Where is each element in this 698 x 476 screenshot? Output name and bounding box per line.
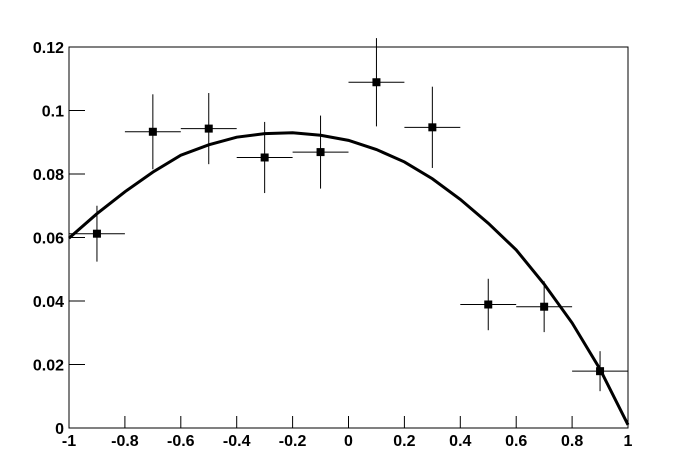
x-tick-label: 0.6: [505, 433, 527, 450]
x-tick-label: -1: [62, 433, 76, 450]
y-tick-label: 0.1: [42, 104, 64, 121]
x-tick-label: 0.2: [393, 433, 415, 450]
x-tick-label: 0.8: [561, 433, 583, 450]
x-tick-label: -0.2: [279, 433, 307, 450]
x-tick-label: -0.8: [111, 433, 139, 450]
point: [484, 300, 493, 309]
point: [204, 124, 213, 133]
y-tick-label: 0.02: [33, 358, 64, 375]
fit-curve: [68, 131, 630, 426]
point: [428, 123, 437, 132]
point: [260, 153, 269, 162]
point: [372, 78, 381, 87]
x-tick-label: -0.6: [167, 433, 195, 450]
y-tick-label: 0.12: [33, 40, 64, 57]
point: [540, 302, 549, 311]
x-tick-label: 0: [344, 433, 353, 450]
y-tick-label: 0: [55, 421, 64, 438]
y-tick-label: 0.04: [33, 294, 64, 311]
point: [316, 148, 325, 157]
point: [596, 367, 605, 376]
y-tick-label: 0.08: [33, 167, 64, 184]
point: [148, 127, 157, 136]
x-tick-label: 0.4: [449, 433, 471, 450]
x-tick-label: 1: [624, 433, 633, 450]
x-tick-label: -0.4: [223, 433, 251, 450]
point: [92, 229, 101, 238]
y-tick-label: 0.06: [33, 231, 64, 248]
